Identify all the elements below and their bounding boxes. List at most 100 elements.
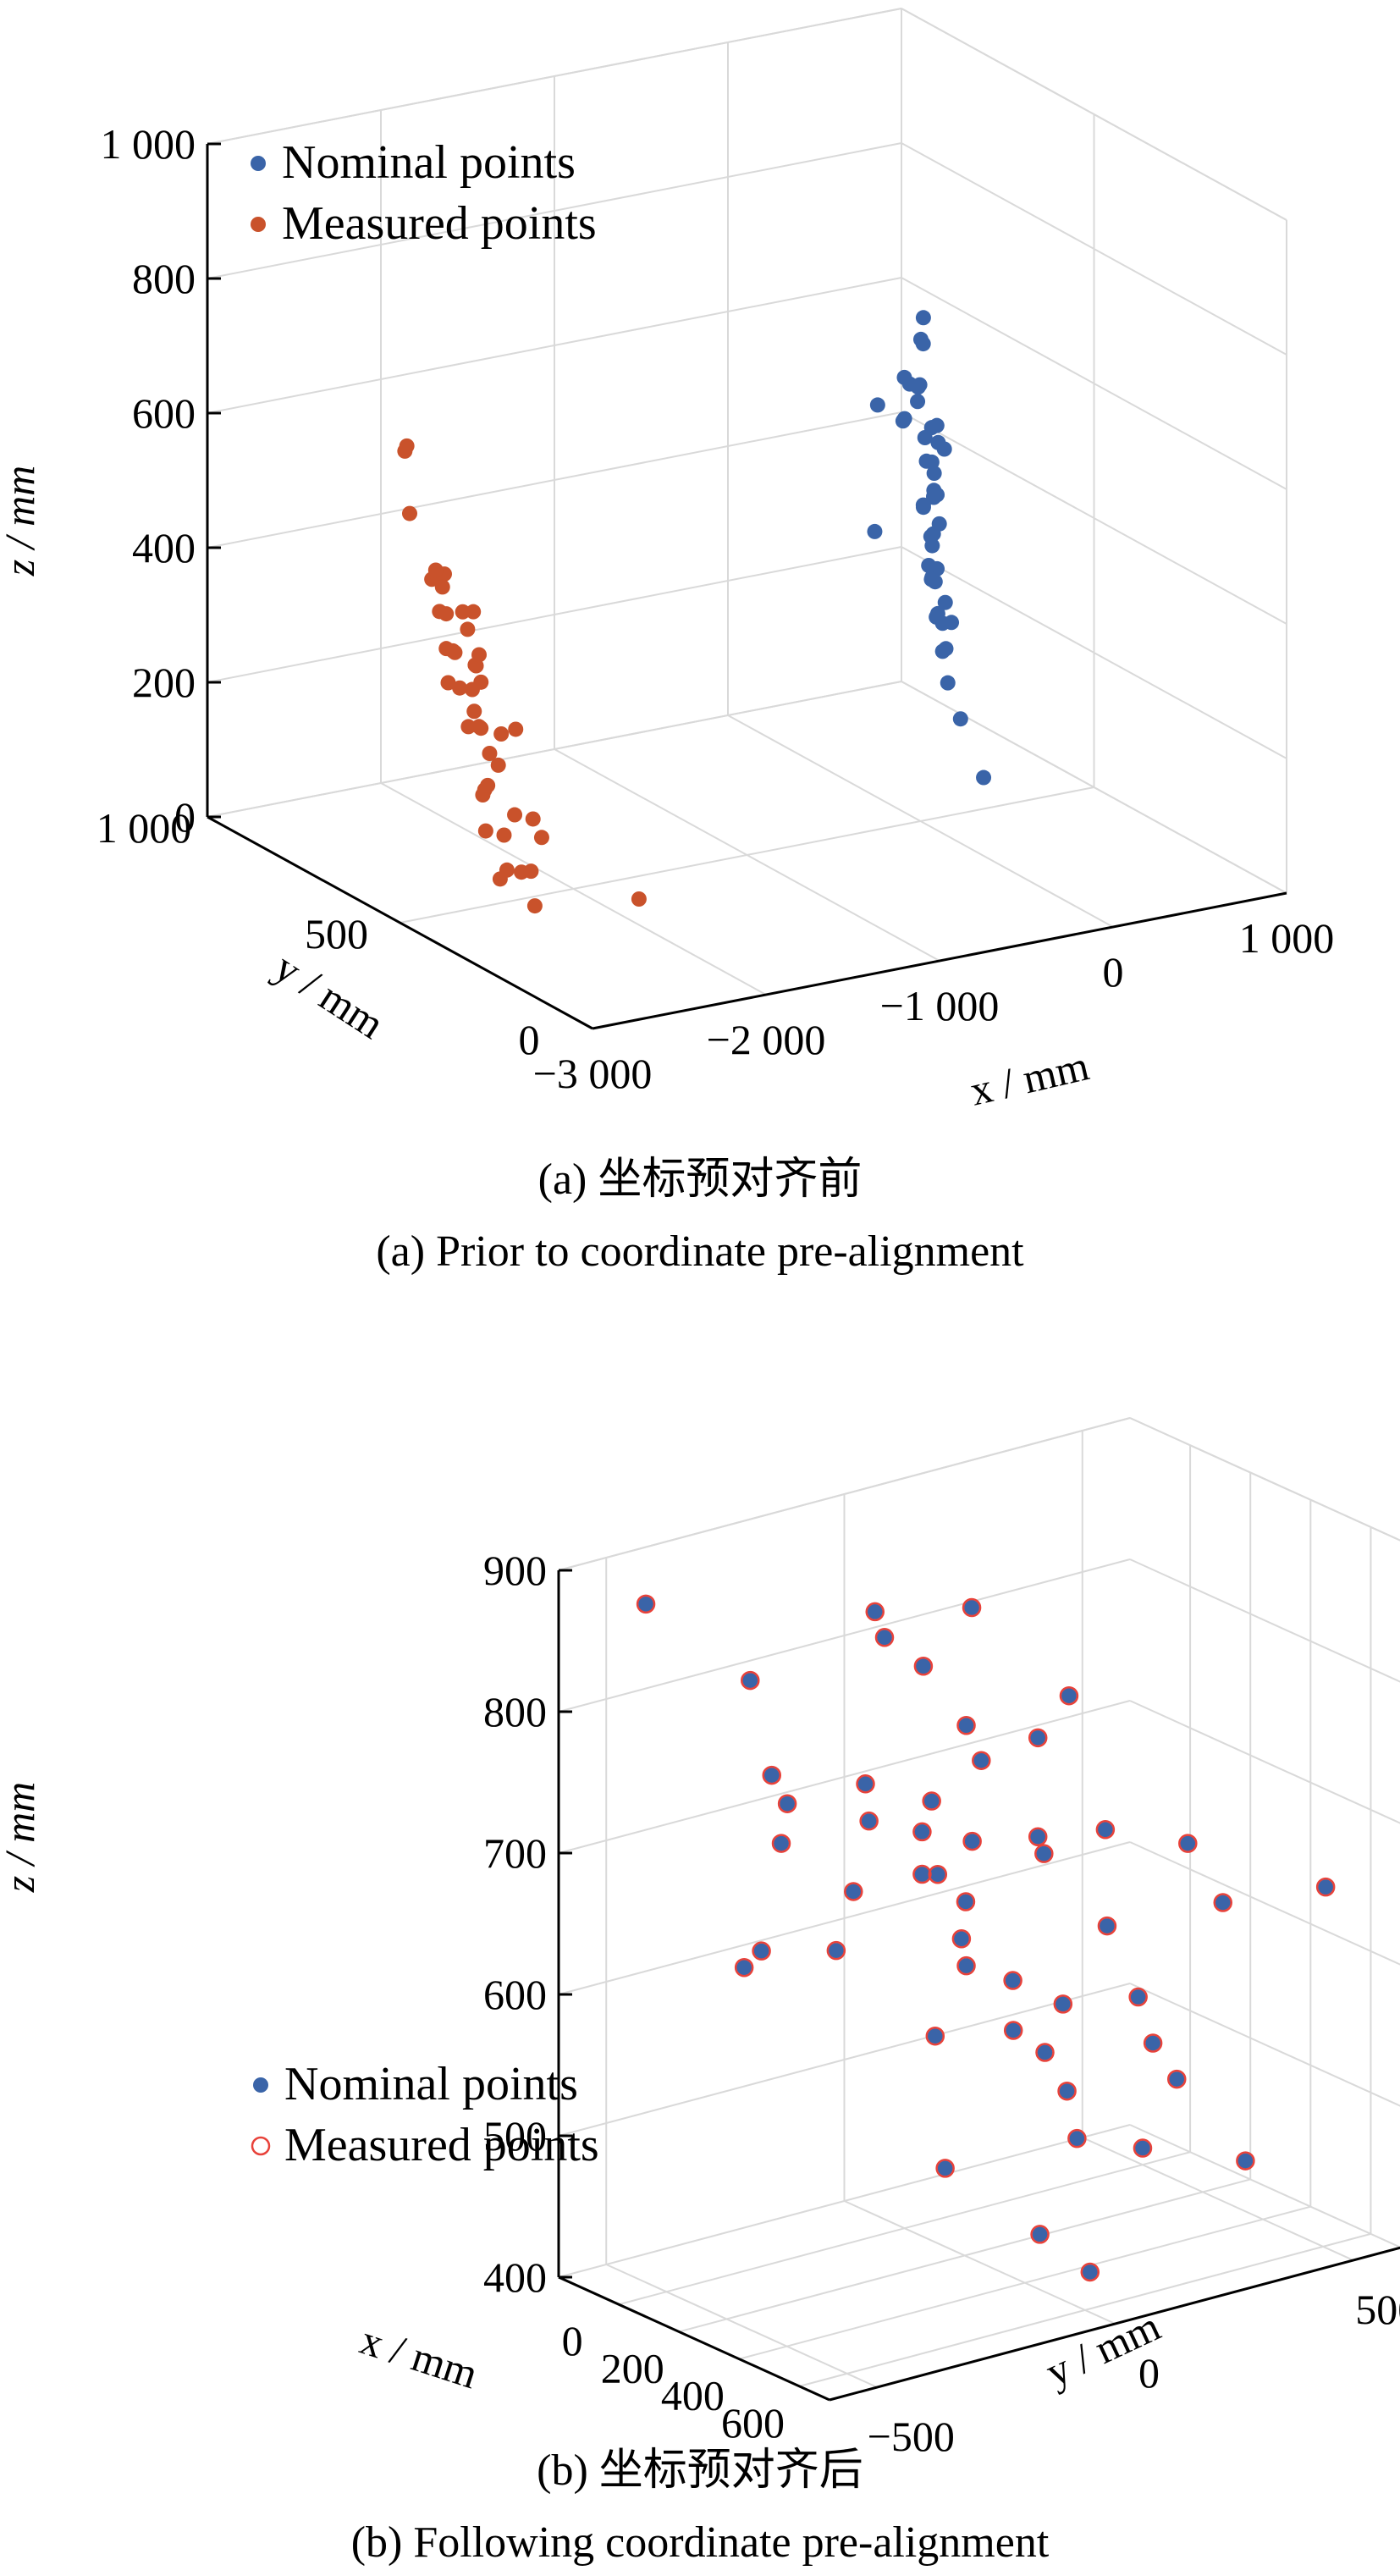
measured-point <box>1035 2043 1055 2062</box>
x-tick-label: 1 000 <box>1239 914 1335 962</box>
nominal-point <box>937 594 953 610</box>
measured-point <box>434 579 450 595</box>
z-axis-label: z / mm <box>0 1782 43 1894</box>
grid-line <box>1129 1983 1400 2107</box>
measured-point <box>956 1892 976 1911</box>
legend-marker-measured <box>251 2136 271 2156</box>
measured-point <box>1213 1893 1232 1912</box>
y-tick-label: 0 <box>519 1016 540 1063</box>
measured-point <box>399 438 415 454</box>
legend: Nominal points Measured points <box>251 2058 599 2171</box>
nominal-point <box>923 1793 940 1809</box>
grid-line <box>901 277 1287 490</box>
x-tick-label: −1 000 <box>880 982 1000 1029</box>
z-tick-label: 800 <box>483 1688 547 1735</box>
measured-point <box>1315 1877 1336 1897</box>
grid-line <box>558 1558 1131 1713</box>
legend: Nominal points Measured points <box>251 136 597 250</box>
nominal-point <box>910 394 926 410</box>
nominal-point <box>736 1960 752 1976</box>
nominal-point <box>1055 1996 1071 2012</box>
grid-line <box>1082 2137 1354 2261</box>
measured-point <box>440 675 456 691</box>
z-tick-label: 1 000 <box>101 120 196 168</box>
measured-point <box>1059 1685 1079 1706</box>
nominal-point <box>638 1596 654 1612</box>
nominal-point <box>1006 2022 1022 2038</box>
nominal-point <box>1069 2131 1085 2147</box>
x-axis-label: x / mm <box>355 2315 483 2397</box>
measured-point <box>466 703 482 720</box>
measured-point <box>496 827 512 843</box>
measured-point <box>492 871 508 887</box>
nominal-point <box>937 2160 953 2176</box>
grid-line <box>844 2200 1116 2325</box>
nominal-point <box>1130 1989 1146 2005</box>
measured-point <box>912 1822 932 1842</box>
caption-a-cn: (a) 坐标预对齐前 <box>538 1156 863 1204</box>
nominal-point <box>1037 2044 1053 2060</box>
box-edge <box>207 8 902 145</box>
measured-point <box>466 604 482 620</box>
z-tick-label: 200 <box>132 659 196 706</box>
x-axis-line <box>558 2275 830 2402</box>
nominal-point <box>895 413 911 429</box>
grid-line <box>605 2264 878 2388</box>
measured-point <box>473 674 489 690</box>
measured-point <box>631 891 647 907</box>
grid-line <box>558 1841 1131 1995</box>
measured-point <box>1128 1987 1148 2007</box>
y-axis-line <box>207 815 593 1030</box>
measured-point <box>935 2159 955 2178</box>
nominal-point <box>763 1768 780 1784</box>
measured-point <box>1034 1844 1054 1863</box>
grid-line <box>400 786 1094 924</box>
z-tick-label: 700 <box>483 1829 547 1877</box>
x-tick-label: 0 <box>1103 948 1124 996</box>
measured-point <box>471 647 487 663</box>
measured-point <box>507 807 523 823</box>
z-axis-label: z / mm <box>0 466 43 577</box>
data-points <box>636 1594 1336 2282</box>
nominal-point <box>927 574 943 590</box>
data-points <box>397 310 992 914</box>
measured-point <box>771 1834 791 1853</box>
grid-line <box>901 546 1287 759</box>
nominal-point <box>1061 1688 1077 1704</box>
nominal-point <box>926 466 942 482</box>
nominal-point <box>780 1795 796 1812</box>
legend-label: Nominal points <box>284 2058 578 2110</box>
nominal-point <box>926 488 941 505</box>
nominal-point <box>828 1943 844 1959</box>
nominal-point <box>929 417 945 433</box>
measured-point <box>912 1864 932 1884</box>
z-tick-label: 500 <box>483 2112 547 2160</box>
axes <box>557 1569 1400 2402</box>
measured-point <box>452 680 468 696</box>
nominal-point <box>917 430 933 445</box>
measured-point <box>493 726 510 742</box>
measured-point <box>490 757 506 773</box>
x-tick-label: 600 <box>721 2399 785 2446</box>
z-tick-label: 900 <box>483 1547 547 1594</box>
nominal-point <box>1005 1972 1021 1989</box>
z-tick-label: 400 <box>132 524 196 571</box>
box-edge <box>1129 1417 1400 1542</box>
measured-point <box>777 1794 797 1813</box>
nominal-point <box>1032 2226 1048 2242</box>
measured-point <box>734 1957 754 1978</box>
measured-point <box>1095 1820 1116 1840</box>
measured-point <box>844 1882 863 1901</box>
measured-point <box>636 1594 656 1614</box>
grid-line <box>1129 1841 1400 1966</box>
measured-point <box>1097 1916 1117 1936</box>
legend-label: Nominal points <box>282 136 576 189</box>
y-tick-label: 500 <box>1355 2286 1400 2333</box>
nominal-point <box>1030 1729 1046 1746</box>
nominal-point <box>958 1958 974 1974</box>
nominal-point <box>931 516 947 532</box>
measured-point <box>1080 2262 1100 2282</box>
legend-marker-measured <box>251 217 266 232</box>
